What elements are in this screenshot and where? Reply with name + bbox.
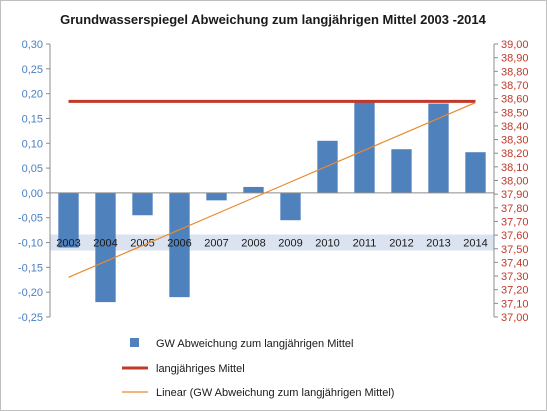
category-label-2010: 2010 bbox=[315, 238, 339, 250]
category-labels: 2003 2004 2005 2006 2007 2008 2009 2010 2011 2012… bbox=[56, 238, 487, 250]
category-label-band bbox=[50, 234, 494, 251]
left-tick-label: -0,20 bbox=[18, 287, 43, 299]
legend-label-0: GW Abweichung zum langjährigen Mittel bbox=[156, 338, 353, 350]
bar-2011 bbox=[354, 101, 375, 193]
line-series bbox=[68, 99, 476, 278]
bar-2013 bbox=[428, 103, 449, 193]
bar-2004 bbox=[95, 192, 116, 303]
legend: GW Abweichung zum langjährigen Mittel lan… bbox=[122, 338, 394, 399]
right-tick-label: 39,00 bbox=[501, 39, 529, 51]
left-tick-label: 0,15 bbox=[22, 113, 43, 125]
bar-2014 bbox=[465, 152, 486, 193]
category-label-2011: 2011 bbox=[353, 238, 377, 250]
right-tick-label: 37,10 bbox=[501, 298, 529, 310]
category-label-2014: 2014 bbox=[463, 238, 487, 250]
right-tick-label: 37,30 bbox=[501, 271, 529, 283]
category-label-2008: 2008 bbox=[241, 238, 265, 250]
right-tick-label: 38,10 bbox=[501, 162, 529, 174]
bar-2005 bbox=[132, 192, 153, 216]
legend-label-2: Linear (GW Abweichung zum langjährigen M… bbox=[156, 387, 394, 399]
right-tick-label: 37,40 bbox=[501, 257, 529, 269]
right-tick-label: 37,90 bbox=[501, 189, 529, 201]
left-axis-ticks: 0,30 0,25 0,20 0,15 0,10 0,05 0,00 -0,05 -0,10 -0… bbox=[18, 39, 50, 324]
right-tick-label: 38,20 bbox=[501, 148, 529, 160]
left-tick-label: 0,25 bbox=[22, 64, 43, 76]
category-label-2005: 2005 bbox=[130, 238, 154, 250]
right-tick-label: 37,80 bbox=[501, 203, 529, 215]
right-tick-label: 37,00 bbox=[501, 312, 529, 324]
bar-2008 bbox=[243, 186, 264, 193]
right-tick-label: 38,30 bbox=[501, 135, 529, 147]
bar-series bbox=[58, 101, 486, 303]
left-tick-label: 0,10 bbox=[22, 138, 43, 150]
left-tick-label: 0,30 bbox=[22, 39, 43, 51]
right-tick-label: 37,70 bbox=[501, 216, 529, 228]
left-tick-label: -0,15 bbox=[18, 262, 43, 274]
chart-title: Grundwasserspiegel Abweichung zum langjä… bbox=[60, 12, 487, 27]
legend-swatch-bar bbox=[130, 338, 139, 347]
category-label-2012: 2012 bbox=[389, 238, 413, 250]
right-tick-label: 38,80 bbox=[501, 66, 529, 78]
left-tick-label: -0,25 bbox=[18, 312, 43, 324]
category-label-2004: 2004 bbox=[93, 238, 117, 250]
bar-2010 bbox=[317, 140, 338, 193]
series-line-linear-trend bbox=[68, 102, 476, 278]
left-tick-label: -0,10 bbox=[18, 238, 43, 250]
right-tick-label: 37,50 bbox=[501, 244, 529, 256]
category-label-2006: 2006 bbox=[167, 238, 191, 250]
right-tick-label: 38,70 bbox=[501, 80, 529, 92]
right-tick-label: 38,60 bbox=[501, 94, 529, 106]
category-label-2007: 2007 bbox=[204, 238, 228, 250]
bar-2003 bbox=[58, 192, 79, 248]
left-tick-label: -0,05 bbox=[18, 213, 43, 225]
bar-2012 bbox=[391, 149, 412, 193]
legend-label-1: langjähriges Mittel bbox=[156, 363, 245, 375]
right-tick-label: 38,40 bbox=[501, 121, 529, 133]
right-tick-label: 38,90 bbox=[501, 53, 529, 65]
right-tick-label: 37,60 bbox=[501, 230, 529, 242]
bar-2009 bbox=[280, 192, 301, 221]
bar-2007 bbox=[206, 192, 227, 201]
bar-2006 bbox=[169, 192, 190, 298]
category-band bbox=[50, 234, 494, 251]
right-tick-label: 38,00 bbox=[501, 176, 529, 188]
category-label-2013: 2013 bbox=[426, 238, 450, 250]
left-tick-label: 0,20 bbox=[22, 89, 43, 101]
left-tick-label: 0,05 bbox=[22, 163, 43, 175]
right-tick-label: 37,20 bbox=[501, 285, 529, 297]
right-tick-label: 38,50 bbox=[501, 107, 529, 119]
left-tick-label: 0,00 bbox=[22, 188, 43, 200]
category-label-2009: 2009 bbox=[278, 238, 302, 250]
category-label-2003: 2003 bbox=[56, 238, 80, 250]
